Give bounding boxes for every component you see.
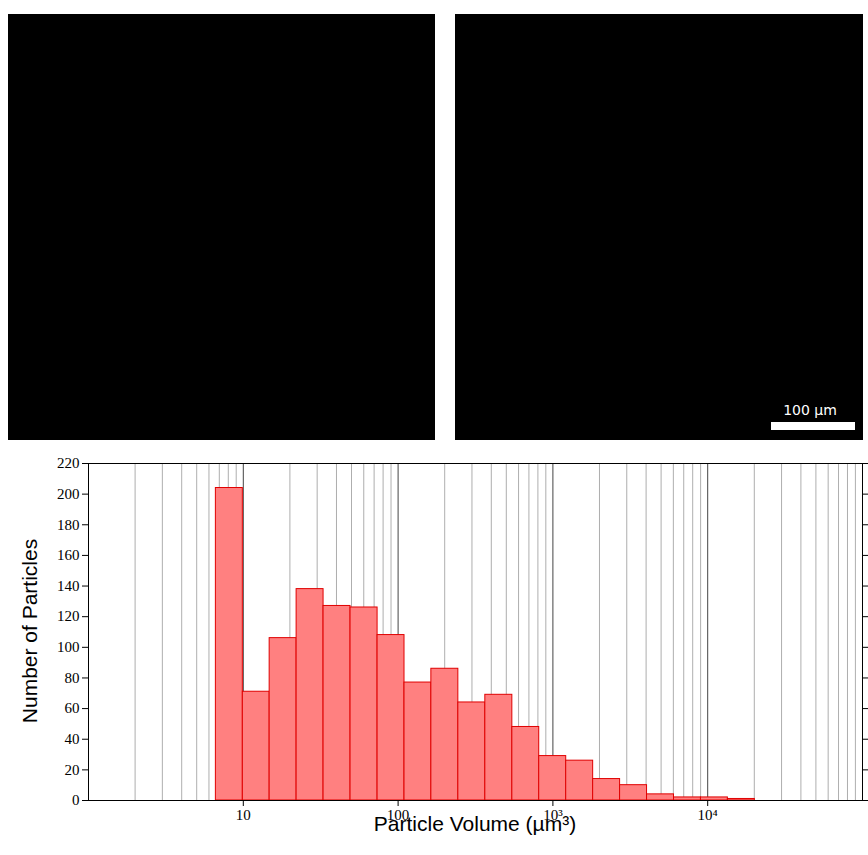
html-text:Particle Volume (µm³): Particle Volume (µm³) <box>373 812 577 835</box>
svg-text:80: 80 <box>65 670 80 686</box>
svg-text:200: 200 <box>57 486 80 502</box>
svg-text:140: 140 <box>57 578 80 594</box>
svg-text:120: 120 <box>57 608 80 624</box>
svg-text:20: 20 <box>65 762 80 778</box>
svg-text:10⁴: 10⁴ <box>698 807 718 823</box>
html-text:100 µm: 100 µm <box>783 402 837 418</box>
svg-text:40: 40 <box>65 731 80 747</box>
svg-text:10: 10 <box>236 807 251 823</box>
html-text:Number of Particles: Number of Particles <box>18 538 41 724</box>
svg-text:60: 60 <box>65 700 80 716</box>
svg-text:0: 0 <box>72 792 80 808</box>
svg-text:160: 160 <box>57 547 80 563</box>
svg-text:180: 180 <box>57 517 80 533</box>
svg-text:100: 100 <box>57 639 80 655</box>
svg-text:220: 220 <box>57 455 80 471</box>
